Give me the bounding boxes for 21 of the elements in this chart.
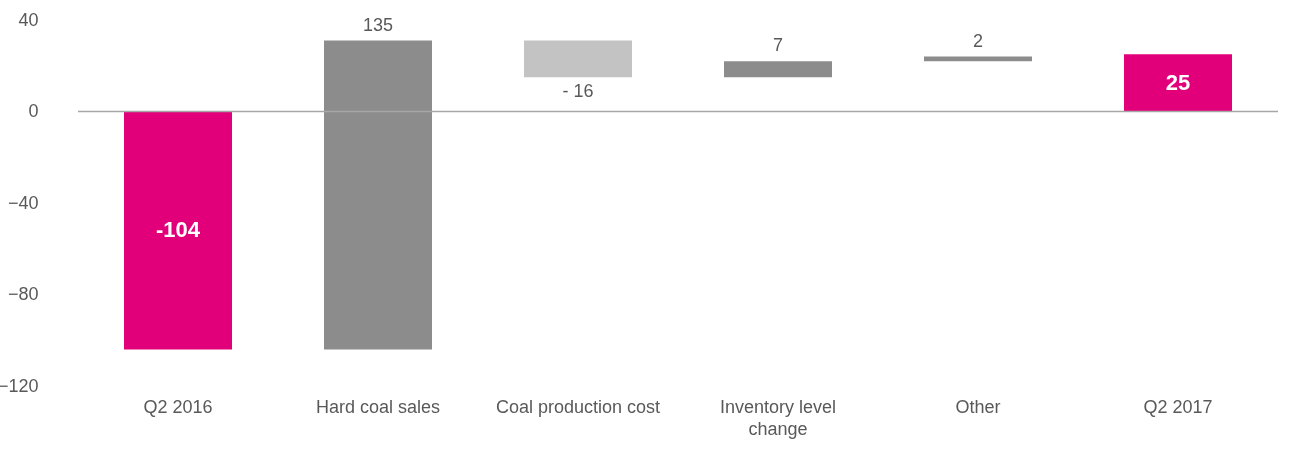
data-label: -104 <box>155 217 201 243</box>
x-tick-label: Coal production cost <box>495 396 661 417</box>
data-label: 7 <box>772 35 784 56</box>
y-tick-label: 0 <box>28 101 39 121</box>
x-tick-label: Inventory level change <box>719 396 837 439</box>
bar <box>1124 54 1232 112</box>
data-label: 2 <box>972 30 984 51</box>
data-label: - 16 <box>562 81 594 102</box>
bar <box>524 40 632 78</box>
bar <box>724 61 832 78</box>
bar <box>124 111 232 350</box>
data-label: 25 <box>1165 69 1191 95</box>
bar <box>324 40 432 350</box>
x-tick-label: Other <box>955 396 1001 417</box>
x-tick-label: Hard coal sales <box>315 396 441 417</box>
y-tick-label: −40 <box>7 192 39 213</box>
x-tick-label: Q2 2017 <box>1143 396 1213 417</box>
y-tick-label: 40 <box>18 9 39 30</box>
x-tick-label: Q2 2016 <box>143 396 213 417</box>
data-label: 135 <box>362 14 394 35</box>
y-tick-label: −80 <box>7 284 39 304</box>
